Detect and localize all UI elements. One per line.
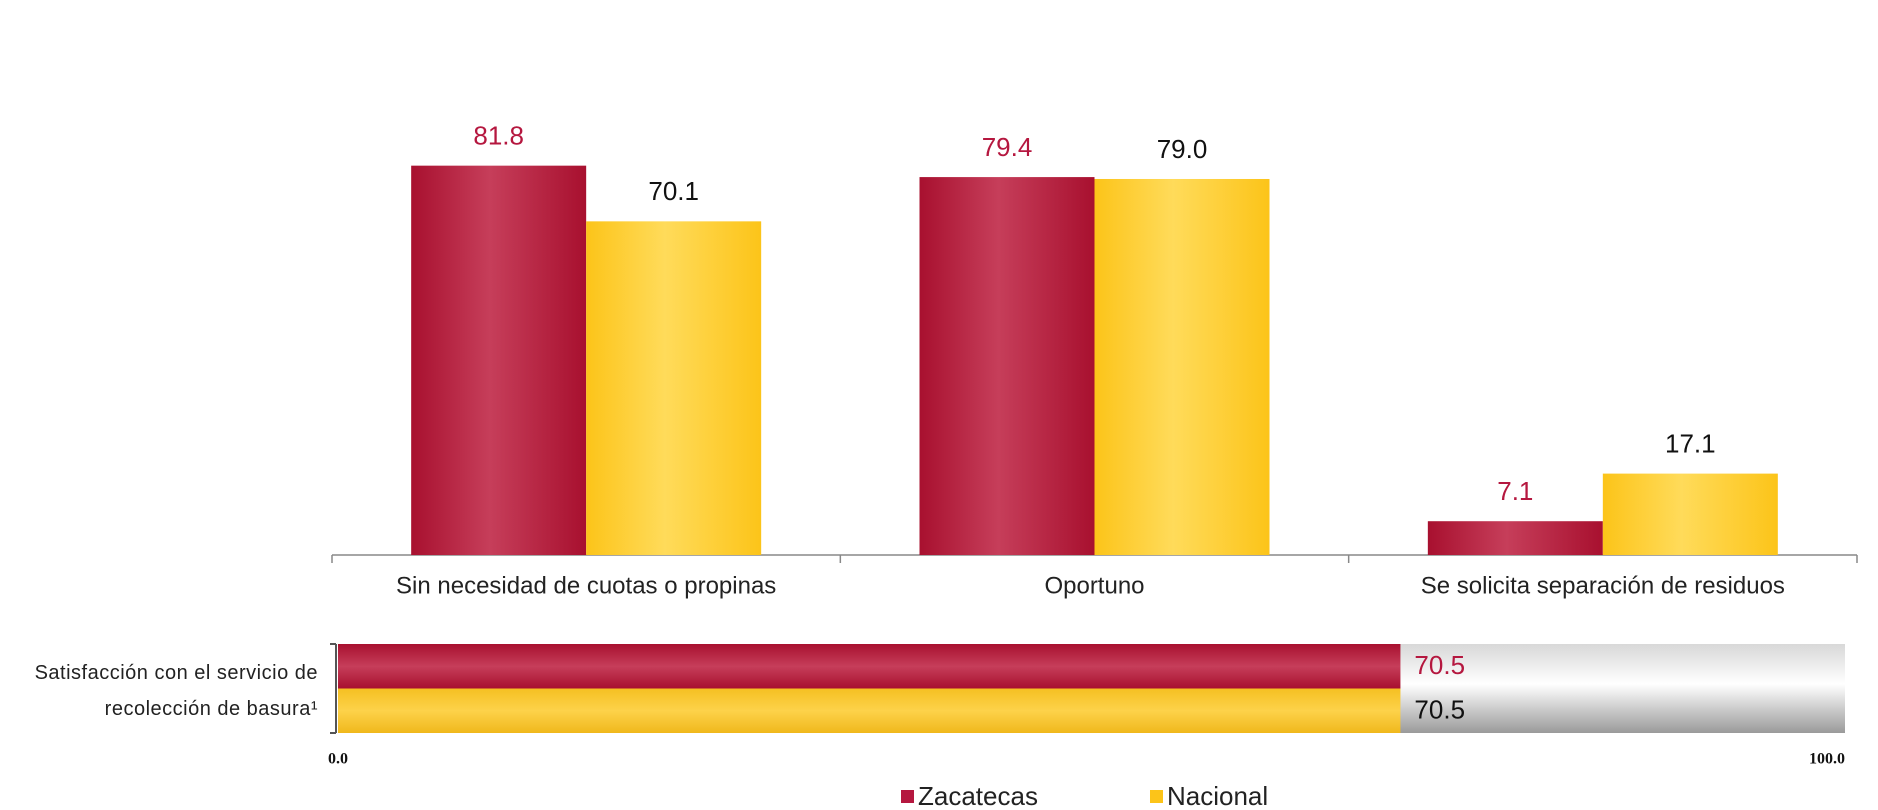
- data-label: 81.8: [473, 121, 524, 151]
- bar: [1427, 521, 1603, 555]
- data-label: 70.5: [1414, 650, 1465, 680]
- data-label: 70.1: [648, 176, 699, 206]
- x-tick-label: Sin necesidad de cuotas o propinas: [396, 572, 776, 599]
- category-label: Satisfacción con el servicio de recolecc…: [34, 662, 318, 720]
- data-label: 79.4: [982, 132, 1033, 162]
- data-label: 17.1: [1665, 428, 1716, 458]
- legend-swatch: [1150, 790, 1163, 803]
- data-label: 79.0: [1157, 134, 1208, 164]
- legend-label: Zacatecas: [918, 781, 1038, 810]
- legend-label: Nacional: [1167, 781, 1268, 810]
- bar: [338, 644, 1401, 689]
- data-label: 70.5: [1414, 695, 1465, 725]
- x-tick-label: 100.0: [1809, 751, 1845, 768]
- data-label: 7.1: [1497, 476, 1533, 506]
- x-tick-label: Oportuno: [1044, 572, 1144, 599]
- legend-swatch: [901, 790, 914, 803]
- bar: [919, 177, 1095, 555]
- x-tick-label: Se solicita separación de residuos: [1421, 572, 1785, 599]
- bar: [338, 688, 1401, 733]
- x-tick-label: 0.0: [328, 751, 348, 768]
- bar: [411, 165, 587, 555]
- bar: [1602, 473, 1778, 555]
- bar: [586, 221, 762, 555]
- bar: [1094, 178, 1270, 555]
